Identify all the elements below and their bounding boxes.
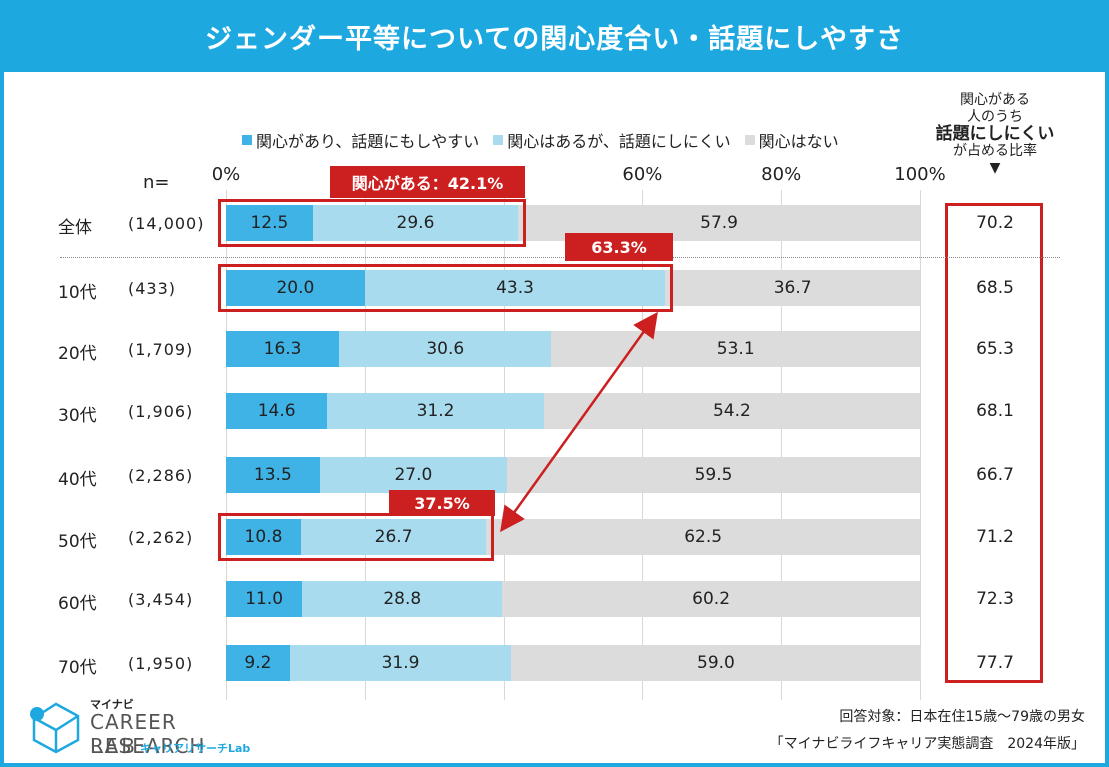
bar-segment: 30.6	[339, 331, 552, 367]
ratio-column-header: 関心がある 人のうち 話題にしにくい が占める比率 ▼	[925, 92, 1065, 177]
bar-segment: 20.0	[226, 270, 365, 306]
logo-kana: キャリアリサーチLab	[140, 742, 251, 755]
legend-swatch-easy	[242, 135, 252, 145]
bar-segment: 14.6	[226, 393, 328, 429]
down-arrow-icon: ▼	[989, 160, 1001, 176]
legend-item-hard: 関心はあるが、話題にしにくい	[493, 128, 731, 152]
row-sample-size: (2,286)	[128, 466, 194, 485]
legend-swatch-none	[744, 135, 755, 145]
career-research-lab-logo: マイナビ CAREER RESEARCH LAB キャリアリサーチLab	[28, 696, 288, 760]
legend-item-easy: 関心があり、話題にもしやすい	[242, 128, 479, 152]
chart-title: ジェンダー平等についての関心度合い・話題にしやすさ	[0, 0, 1109, 72]
gridline	[364, 190, 366, 700]
row-label: 30代	[58, 406, 97, 426]
bar-segment: 62.5	[486, 519, 920, 555]
bar-segment: 13.5	[226, 457, 320, 493]
legend: 関心があり、話題にもしやすい 関心はあるが、話題にしにくい 関心はない	[242, 128, 839, 152]
highlight-box-10s	[218, 264, 674, 312]
bar-segment: 36.7	[665, 270, 920, 306]
bar-segment: 29.6	[312, 205, 519, 241]
bar-segment: 28.8	[302, 581, 503, 617]
ratio-value: 68.5	[976, 278, 1014, 298]
highlight-tag-50s: 37.5%	[389, 490, 495, 516]
bar-segment: 43.3	[364, 270, 666, 306]
n-label: n=	[143, 172, 170, 193]
ratio-value: 65.3	[976, 339, 1014, 359]
bar-segment: 54.2	[543, 393, 920, 429]
logo-brand: マイナビ	[90, 698, 134, 711]
ratio-value: 70.2	[976, 213, 1014, 233]
highlight-tag-total: 関心がある：42.1%	[330, 166, 525, 198]
legend-swatch-hard	[493, 135, 504, 145]
ratio-value: 72.3	[976, 589, 1014, 609]
total-separator	[60, 257, 1060, 258]
bar-segment: 12.5	[226, 205, 313, 241]
bar-segment: 31.2	[327, 393, 544, 429]
legend-item-none: 関心はない	[744, 128, 839, 152]
highlight-box-total	[218, 199, 527, 247]
bar-segment: 59.5	[507, 457, 920, 493]
row-sample-size: (3,454)	[128, 590, 194, 609]
footnote-respondents: 回答対象：日本在住15歳～79歳の男女	[839, 709, 1085, 725]
gridline	[920, 190, 921, 700]
cube-logo-icon	[30, 702, 80, 754]
ratio-value: 71.2	[976, 527, 1014, 547]
row-label: 70代	[58, 658, 97, 678]
row-sample-size: (433)	[128, 279, 177, 298]
bar-segment: 53.1	[551, 331, 920, 367]
footnote-source: 「マイナビライフキャリア実態調査 2024年版」	[769, 736, 1085, 752]
logo-line1: CAREER RESEARCH	[90, 710, 206, 758]
bar-segment: 60.2	[502, 581, 920, 617]
gridline	[781, 190, 783, 700]
row-sample-size: (1,950)	[128, 654, 194, 673]
x-tick-label: 100%	[894, 164, 946, 185]
gridline	[226, 190, 227, 700]
ratio-value: 68.1	[976, 401, 1014, 421]
bar-segment: 26.7	[300, 519, 487, 555]
ratio-value: 66.7	[976, 465, 1014, 485]
row-sample-size: (1,906)	[128, 402, 194, 421]
row-label: 50代	[58, 532, 97, 552]
x-tick-label: 60%	[622, 164, 663, 185]
row-sample-size: (2,262)	[128, 528, 194, 547]
row-sample-size: (1,709)	[128, 340, 194, 359]
x-tick-label: 0%	[211, 164, 241, 185]
row-label: 全体	[58, 218, 92, 238]
row-sample-size: (14,000)	[128, 214, 205, 233]
x-tick-label: 80%	[761, 164, 802, 185]
ratio-value: 77.7	[976, 653, 1014, 673]
row-label: 40代	[58, 470, 97, 490]
bar-segment: 10.8	[226, 519, 301, 555]
highlight-box-50s	[218, 513, 495, 561]
bar-segment: 59.0	[511, 645, 921, 681]
row-label: 60代	[58, 594, 97, 614]
highlight-tag-10s: 63.3%	[565, 233, 673, 261]
bar-segment: 11.0	[226, 581, 303, 617]
bar-segment: 27.0	[319, 457, 508, 493]
bar-segment: 16.3	[226, 331, 340, 367]
logo-line2: LAB	[90, 734, 139, 758]
ratio-column-highlight	[945, 203, 1043, 683]
row-label: 20代	[58, 344, 97, 364]
row-label: 10代	[58, 283, 97, 303]
bar-segment: 9.2	[226, 645, 290, 681]
bar-segment: 31.9	[289, 645, 512, 681]
